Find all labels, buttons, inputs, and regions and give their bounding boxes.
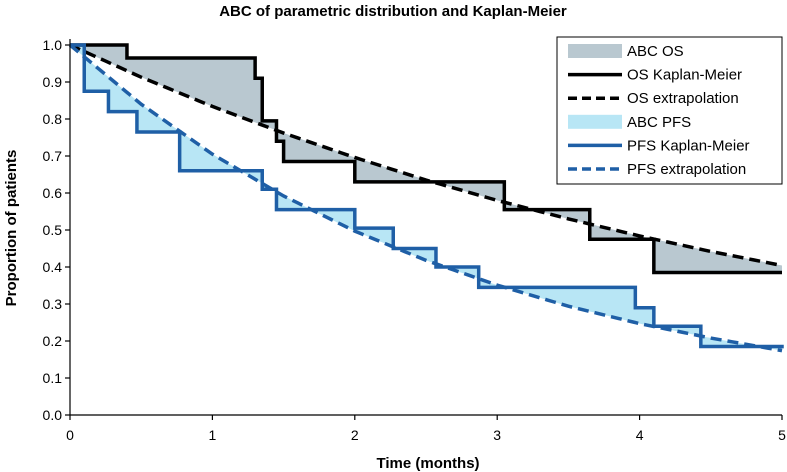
ticks: 0 1 2 3 4 5 0.0 0.1 0.2 0.3 0.4 0.5 0.6 0.7 0.8 0.9 1.0	[43, 37, 787, 443]
legend-label-os-kaplan-meier: OS Kaplan-Meier	[627, 67, 742, 84]
y-tick-label: 0.5	[43, 222, 63, 238]
x-tick-label: 1	[209, 427, 217, 443]
legend-label-abc-os: ABC OS	[627, 43, 684, 60]
pfs-kaplan-meier-line	[70, 43, 784, 349]
y-tick-label: 0.7	[43, 148, 63, 164]
y-tick-label: 0.0	[43, 407, 63, 423]
pfs-extrapolation-line	[68, 43, 783, 353]
x-tick-label: 5	[778, 427, 786, 443]
axes	[69, 39, 782, 416]
abc-area-os	[70, 45, 782, 273]
os-extrapolation-line	[69, 43, 783, 268]
y-tick-label: 0.6	[43, 185, 63, 201]
y-tick-label: 0.1	[43, 370, 63, 386]
legend-swatch-abc-os	[568, 44, 622, 58]
legend-swatch-abc-pfs	[568, 114, 622, 129]
legend-label-pfs-kaplan-meier: PFS Kaplan-Meier	[627, 137, 750, 154]
legend: ABC OS OS Kaplan-Meier OS extrapolation ABC…	[556, 36, 783, 185]
chart-title: ABC of parametric distribution and Kapla…	[219, 3, 567, 20]
x-tick-label: 0	[66, 427, 74, 443]
x-tick-label: 2	[351, 427, 359, 443]
y-tick-label: 0.3	[43, 296, 63, 312]
y-tick-label: 0.8	[43, 111, 63, 127]
legend-label-pfs-extrapolation: PFS extrapolation	[627, 161, 746, 178]
y-tick-label: 0.9	[43, 74, 63, 90]
legend-box	[556, 36, 783, 185]
y-tick-label: 1.0	[43, 37, 63, 53]
series-lines	[68, 43, 784, 353]
legend-label-abc-pfs: ABC PFS	[627, 114, 691, 131]
x-tick-label: 3	[493, 427, 501, 443]
y-tick-label: 0.4	[43, 259, 63, 275]
y-tick-label: 0.2	[43, 333, 63, 349]
y-axis-title: Proportion of patients	[3, 150, 20, 307]
abc-areas	[70, 45, 782, 351]
x-tick-label: 4	[636, 427, 644, 443]
legend-label-os-extrapolation: OS extrapolation	[627, 90, 739, 107]
x-axis-title: Time (months)	[376, 455, 479, 472]
os-kaplan-meier-line	[70, 43, 782, 275]
